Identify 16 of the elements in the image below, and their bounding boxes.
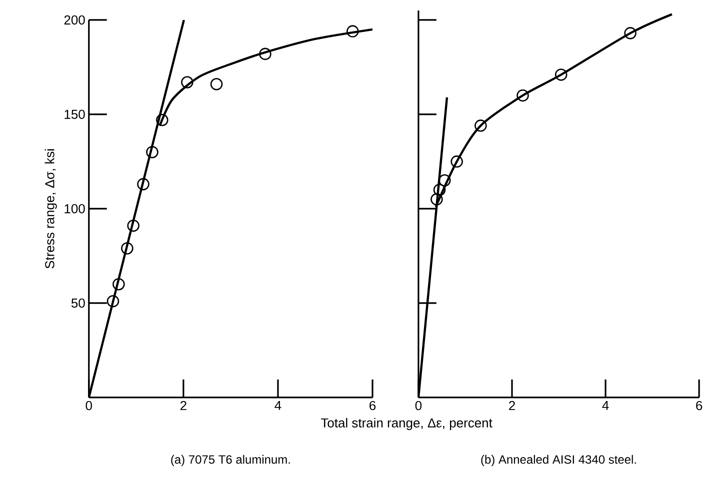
y-tick-label: 100 [64,204,85,214]
y-tick-label: 150 [64,110,85,119]
text: (a) 7075 T6 aluminum. [171,454,290,466]
y-tick-label: 200 [64,15,85,24]
text: (b) Annealed AISI 4340 steel. [481,454,636,466]
x-tick-label: 6 [696,400,702,410]
y-tick-label: 50 [71,298,85,308]
y-axis-title: Stress range, Δσ, ksi [44,149,57,268]
x-tick-label: 0 [86,400,92,410]
x-tick-label: 4 [602,400,609,410]
x-tick-label: 6 [370,400,376,410]
x-tick-label: 2 [509,400,515,410]
x-tick-label: 4 [274,400,282,410]
x-tick-label: 0 [415,400,422,410]
x-tick-label: 2 [180,400,186,410]
x-axis-title: Total strain range, Δε, percent [320,418,492,430]
